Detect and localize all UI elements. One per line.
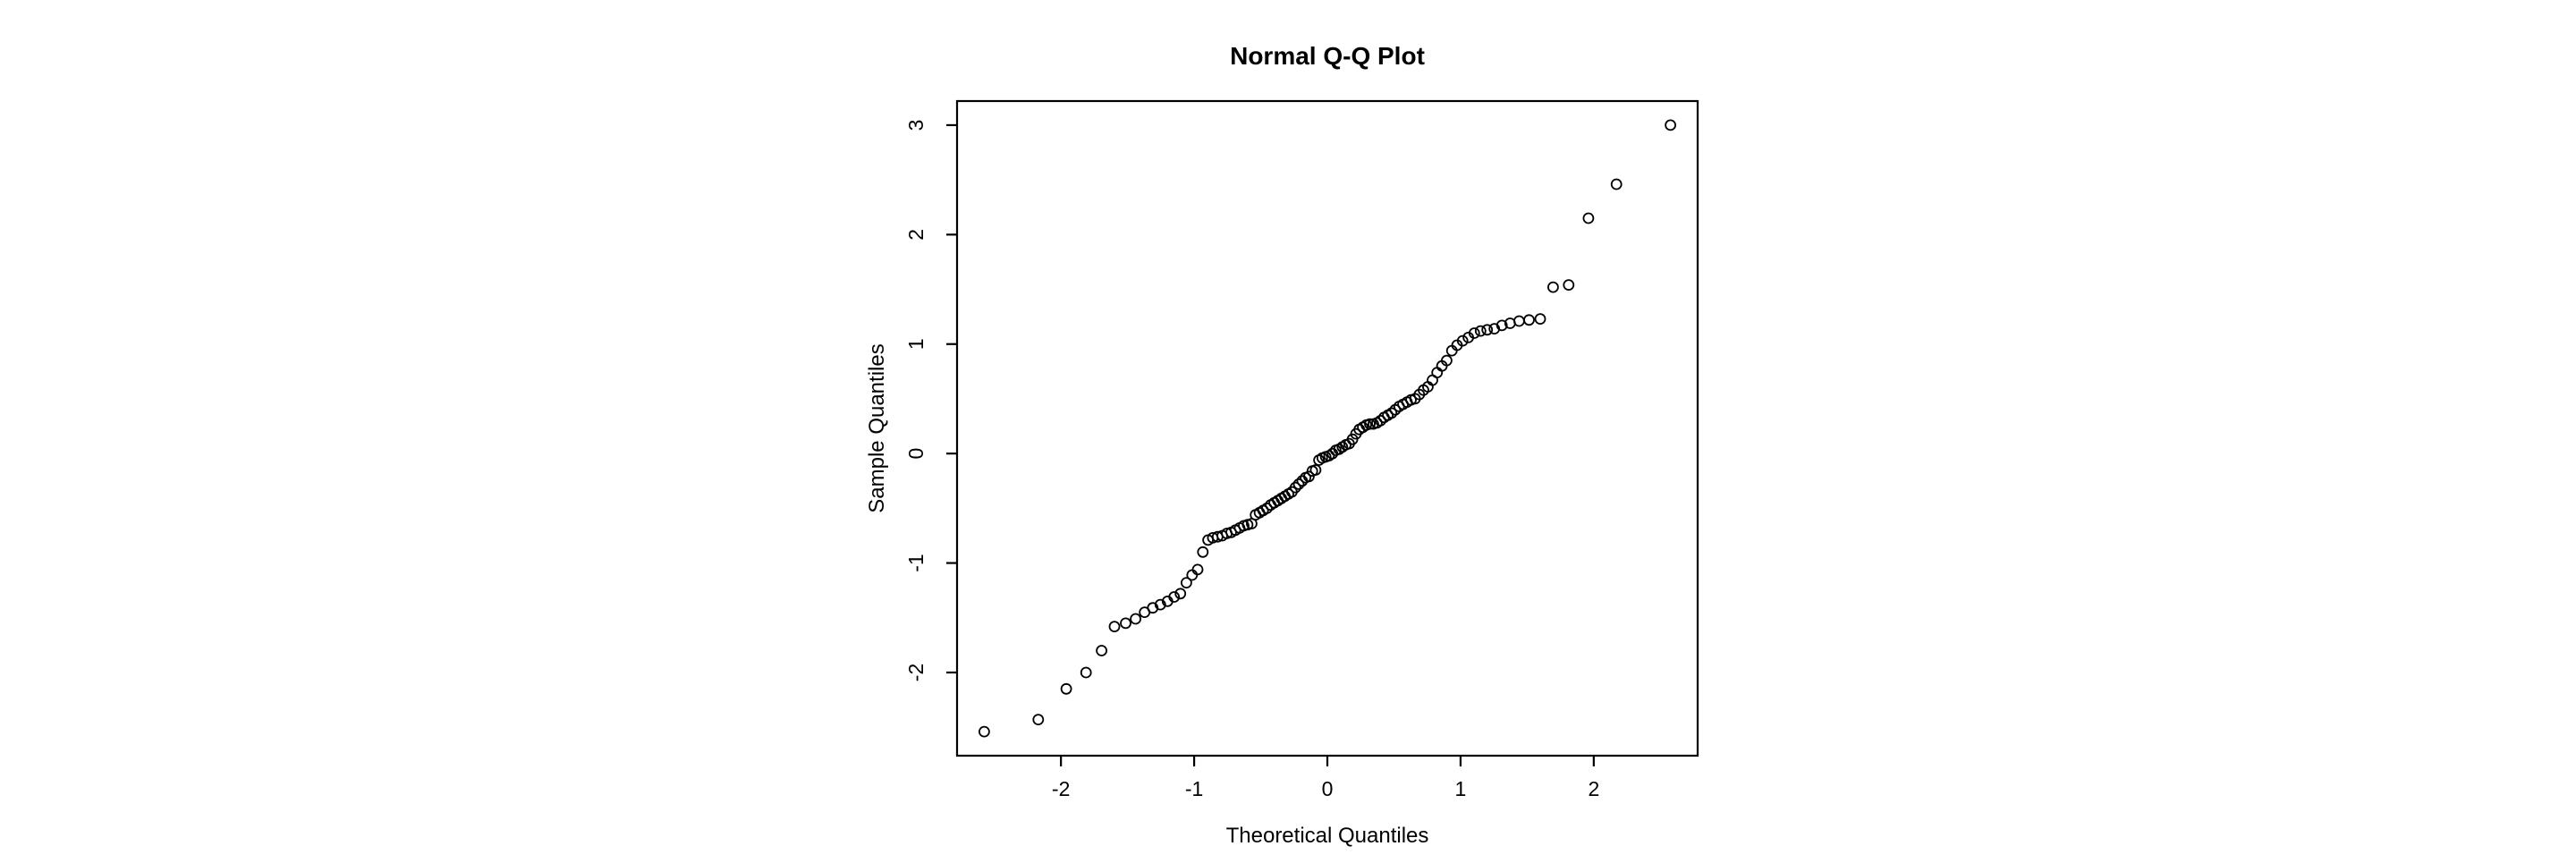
- data-point: [1364, 418, 1376, 430]
- y-tick-label: 0: [904, 448, 928, 460]
- chart-title: Normal Q-Q Plot: [1230, 42, 1425, 70]
- data-point: [1060, 682, 1072, 695]
- data-point: [1375, 414, 1386, 427]
- data-point: [1481, 324, 1494, 336]
- data-point: [1154, 598, 1166, 611]
- x-tick-label: -1: [1185, 777, 1203, 800]
- data-point: [1197, 546, 1209, 558]
- data-point: [1174, 588, 1187, 600]
- data-point: [1513, 315, 1525, 327]
- y-tick-label: 2: [904, 229, 928, 241]
- data-point: [1431, 367, 1444, 379]
- data-point: [1168, 591, 1181, 603]
- y-tick-label: 3: [904, 120, 928, 131]
- data-point: [1108, 621, 1121, 632]
- data-point: [1186, 569, 1199, 581]
- y-axis-ticks: -2 -1 0 1 2 3: [904, 120, 957, 681]
- data-point: [1523, 314, 1535, 326]
- y-tick-label: -1: [904, 554, 928, 571]
- data-point: [1468, 327, 1480, 339]
- data-point: [1547, 281, 1559, 293]
- y-tick-label: 1: [904, 338, 928, 350]
- x-tick-label: 1: [1455, 777, 1467, 800]
- data-point: [1534, 313, 1546, 326]
- x-axis-ticks: -2 -1 0 1 2: [1052, 756, 1599, 800]
- data-point: [1130, 613, 1141, 625]
- data-point: [1289, 481, 1301, 494]
- data-points: [979, 119, 1676, 738]
- x-tick-label: 2: [1588, 777, 1599, 800]
- x-axis-label: Theoretical Quantiles: [1226, 824, 1429, 848]
- data-point: [1181, 577, 1192, 588]
- data-point: [1456, 334, 1469, 347]
- data-point: [979, 725, 990, 738]
- data-point: [1441, 354, 1453, 367]
- data-point: [1309, 464, 1322, 476]
- data-point: [1080, 666, 1092, 679]
- data-point: [1496, 319, 1508, 332]
- y-tick-label: -2: [904, 664, 928, 681]
- x-tick-label: -2: [1052, 777, 1070, 800]
- data-point: [1610, 178, 1623, 190]
- data-point: [1096, 645, 1107, 656]
- data-point: [1385, 407, 1398, 419]
- data-point: [1665, 119, 1676, 131]
- data-point: [1563, 279, 1575, 292]
- data-point: [1303, 470, 1315, 483]
- plot-border: [955, 99, 1699, 757]
- data-point: [1191, 563, 1204, 576]
- y-axis-label: Sample Quantiles: [865, 343, 889, 512]
- data-point: [1582, 212, 1595, 224]
- x-tick-label: 0: [1322, 777, 1334, 800]
- data-point: [1261, 503, 1273, 514]
- data-point: [1120, 617, 1131, 630]
- data-point: [1032, 714, 1045, 725]
- data-point: [1474, 325, 1487, 337]
- data-point: [1292, 478, 1305, 490]
